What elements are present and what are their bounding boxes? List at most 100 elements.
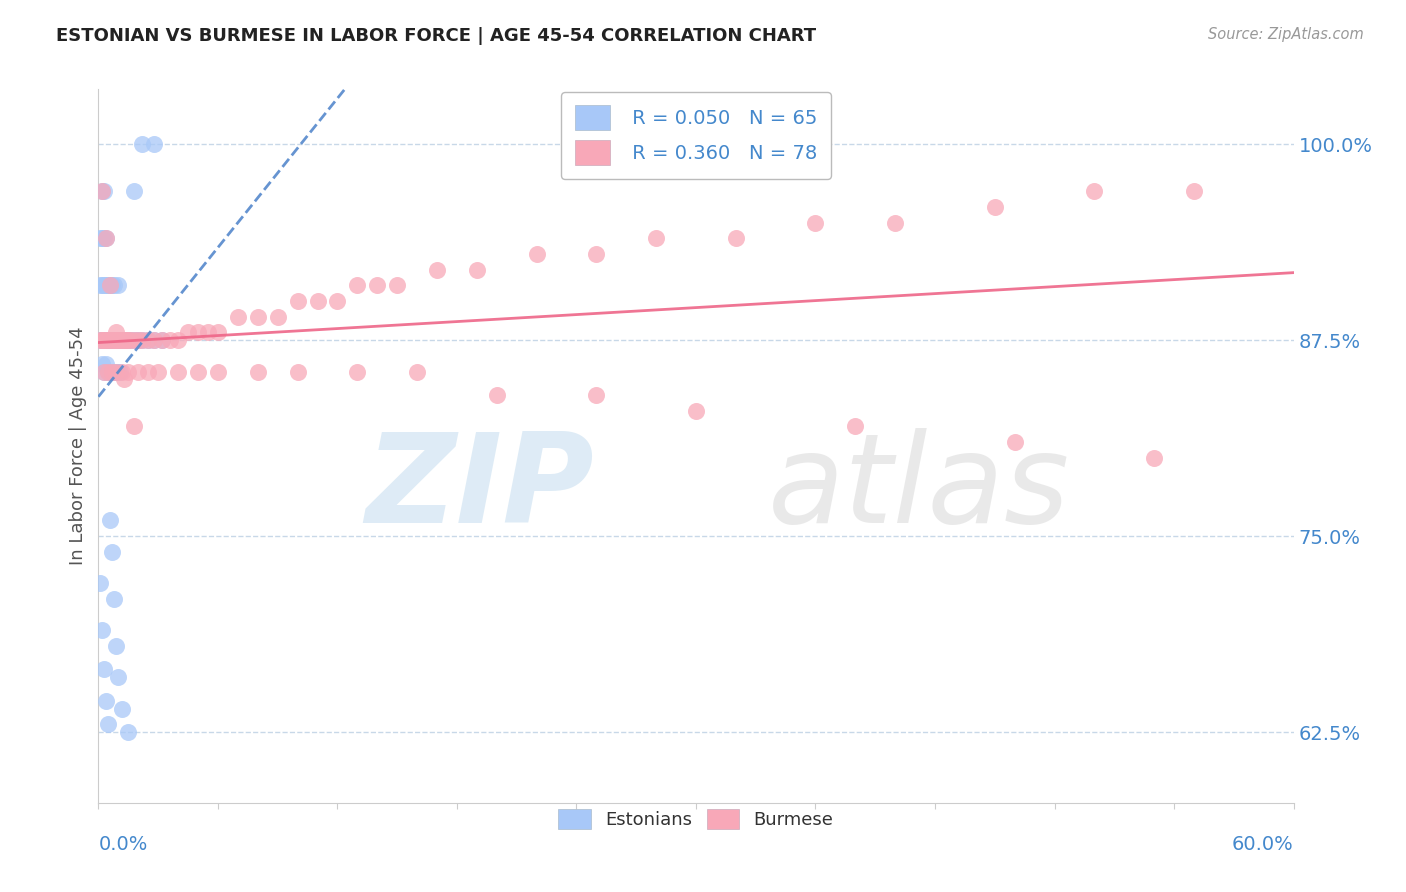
Point <box>143 333 166 347</box>
Point <box>984 200 1007 214</box>
Text: 0.0%: 0.0% <box>98 835 148 854</box>
Point <box>107 278 129 293</box>
Point <box>143 137 166 152</box>
Point <box>187 326 209 340</box>
Point <box>884 215 907 229</box>
Point <box>91 333 114 347</box>
Point <box>143 333 166 347</box>
Point <box>187 364 209 378</box>
Point <box>131 333 153 347</box>
Point <box>307 293 329 308</box>
Point <box>105 326 128 340</box>
Point <box>111 333 134 347</box>
Point <box>91 333 114 347</box>
Y-axis label: In Labor Force | Age 45-54: In Labor Force | Age 45-54 <box>69 326 87 566</box>
Point <box>89 333 111 347</box>
Point <box>117 333 139 347</box>
Point <box>526 247 548 261</box>
Point <box>136 333 159 347</box>
Point <box>131 333 153 347</box>
Point <box>287 364 309 378</box>
Point <box>167 333 190 347</box>
Point <box>110 364 132 378</box>
Point <box>91 231 114 245</box>
Point <box>93 333 115 347</box>
Point <box>136 333 159 347</box>
Point <box>96 278 118 293</box>
Point <box>159 333 181 347</box>
Point <box>207 326 229 340</box>
Point <box>127 333 149 347</box>
Point <box>105 333 128 347</box>
Point <box>124 419 146 434</box>
Point <box>107 364 129 378</box>
Point <box>89 231 111 245</box>
Point <box>93 364 115 378</box>
Point <box>93 278 115 293</box>
Point <box>97 364 120 378</box>
Point <box>97 333 120 347</box>
Point <box>96 231 118 245</box>
Point <box>167 364 190 378</box>
Point <box>125 333 148 347</box>
Point <box>346 278 368 293</box>
Point <box>97 333 120 347</box>
Point <box>98 333 122 347</box>
Point <box>89 333 111 347</box>
Point <box>101 364 124 378</box>
Point <box>91 357 114 371</box>
Point <box>177 326 200 340</box>
Point <box>724 231 747 245</box>
Point <box>107 333 129 347</box>
Point <box>246 364 269 378</box>
Point <box>112 372 135 386</box>
Point <box>197 326 219 340</box>
Point <box>124 333 146 347</box>
Point <box>110 333 132 347</box>
Point <box>103 333 125 347</box>
Point <box>117 364 139 378</box>
Text: ESTONIAN VS BURMESE IN LABOR FORCE | AGE 45-54 CORRELATION CHART: ESTONIAN VS BURMESE IN LABOR FORCE | AGE… <box>56 27 817 45</box>
Point <box>107 670 129 684</box>
Point <box>110 333 132 347</box>
Point <box>105 333 128 347</box>
Point <box>136 364 159 378</box>
Point <box>148 364 170 378</box>
Point <box>101 333 124 347</box>
Point <box>121 333 143 347</box>
Point <box>93 663 115 677</box>
Point <box>112 333 135 347</box>
Point <box>1083 184 1105 198</box>
Point <box>112 333 135 347</box>
Point <box>103 333 125 347</box>
Text: ZIP: ZIP <box>366 428 595 549</box>
Point <box>97 364 120 378</box>
Point <box>97 278 120 293</box>
Point <box>1143 450 1166 465</box>
Point <box>426 262 449 277</box>
Point <box>93 184 115 198</box>
Point <box>96 694 118 708</box>
Point <box>101 333 124 347</box>
Point <box>117 333 139 347</box>
Point <box>89 278 111 293</box>
Point <box>97 333 120 347</box>
Point <box>287 293 309 308</box>
Point <box>96 231 118 245</box>
Point <box>96 357 118 371</box>
Point <box>1004 435 1026 450</box>
Point <box>103 591 125 606</box>
Point <box>326 293 349 308</box>
Point <box>246 310 269 324</box>
Point <box>91 184 114 198</box>
Point <box>131 137 153 152</box>
Point <box>465 262 488 277</box>
Point <box>111 333 134 347</box>
Point <box>645 231 668 245</box>
Point <box>385 278 409 293</box>
Text: atlas: atlas <box>768 428 1070 549</box>
Point <box>585 388 607 402</box>
Point <box>150 333 173 347</box>
Point <box>127 364 149 378</box>
Point <box>115 333 138 347</box>
